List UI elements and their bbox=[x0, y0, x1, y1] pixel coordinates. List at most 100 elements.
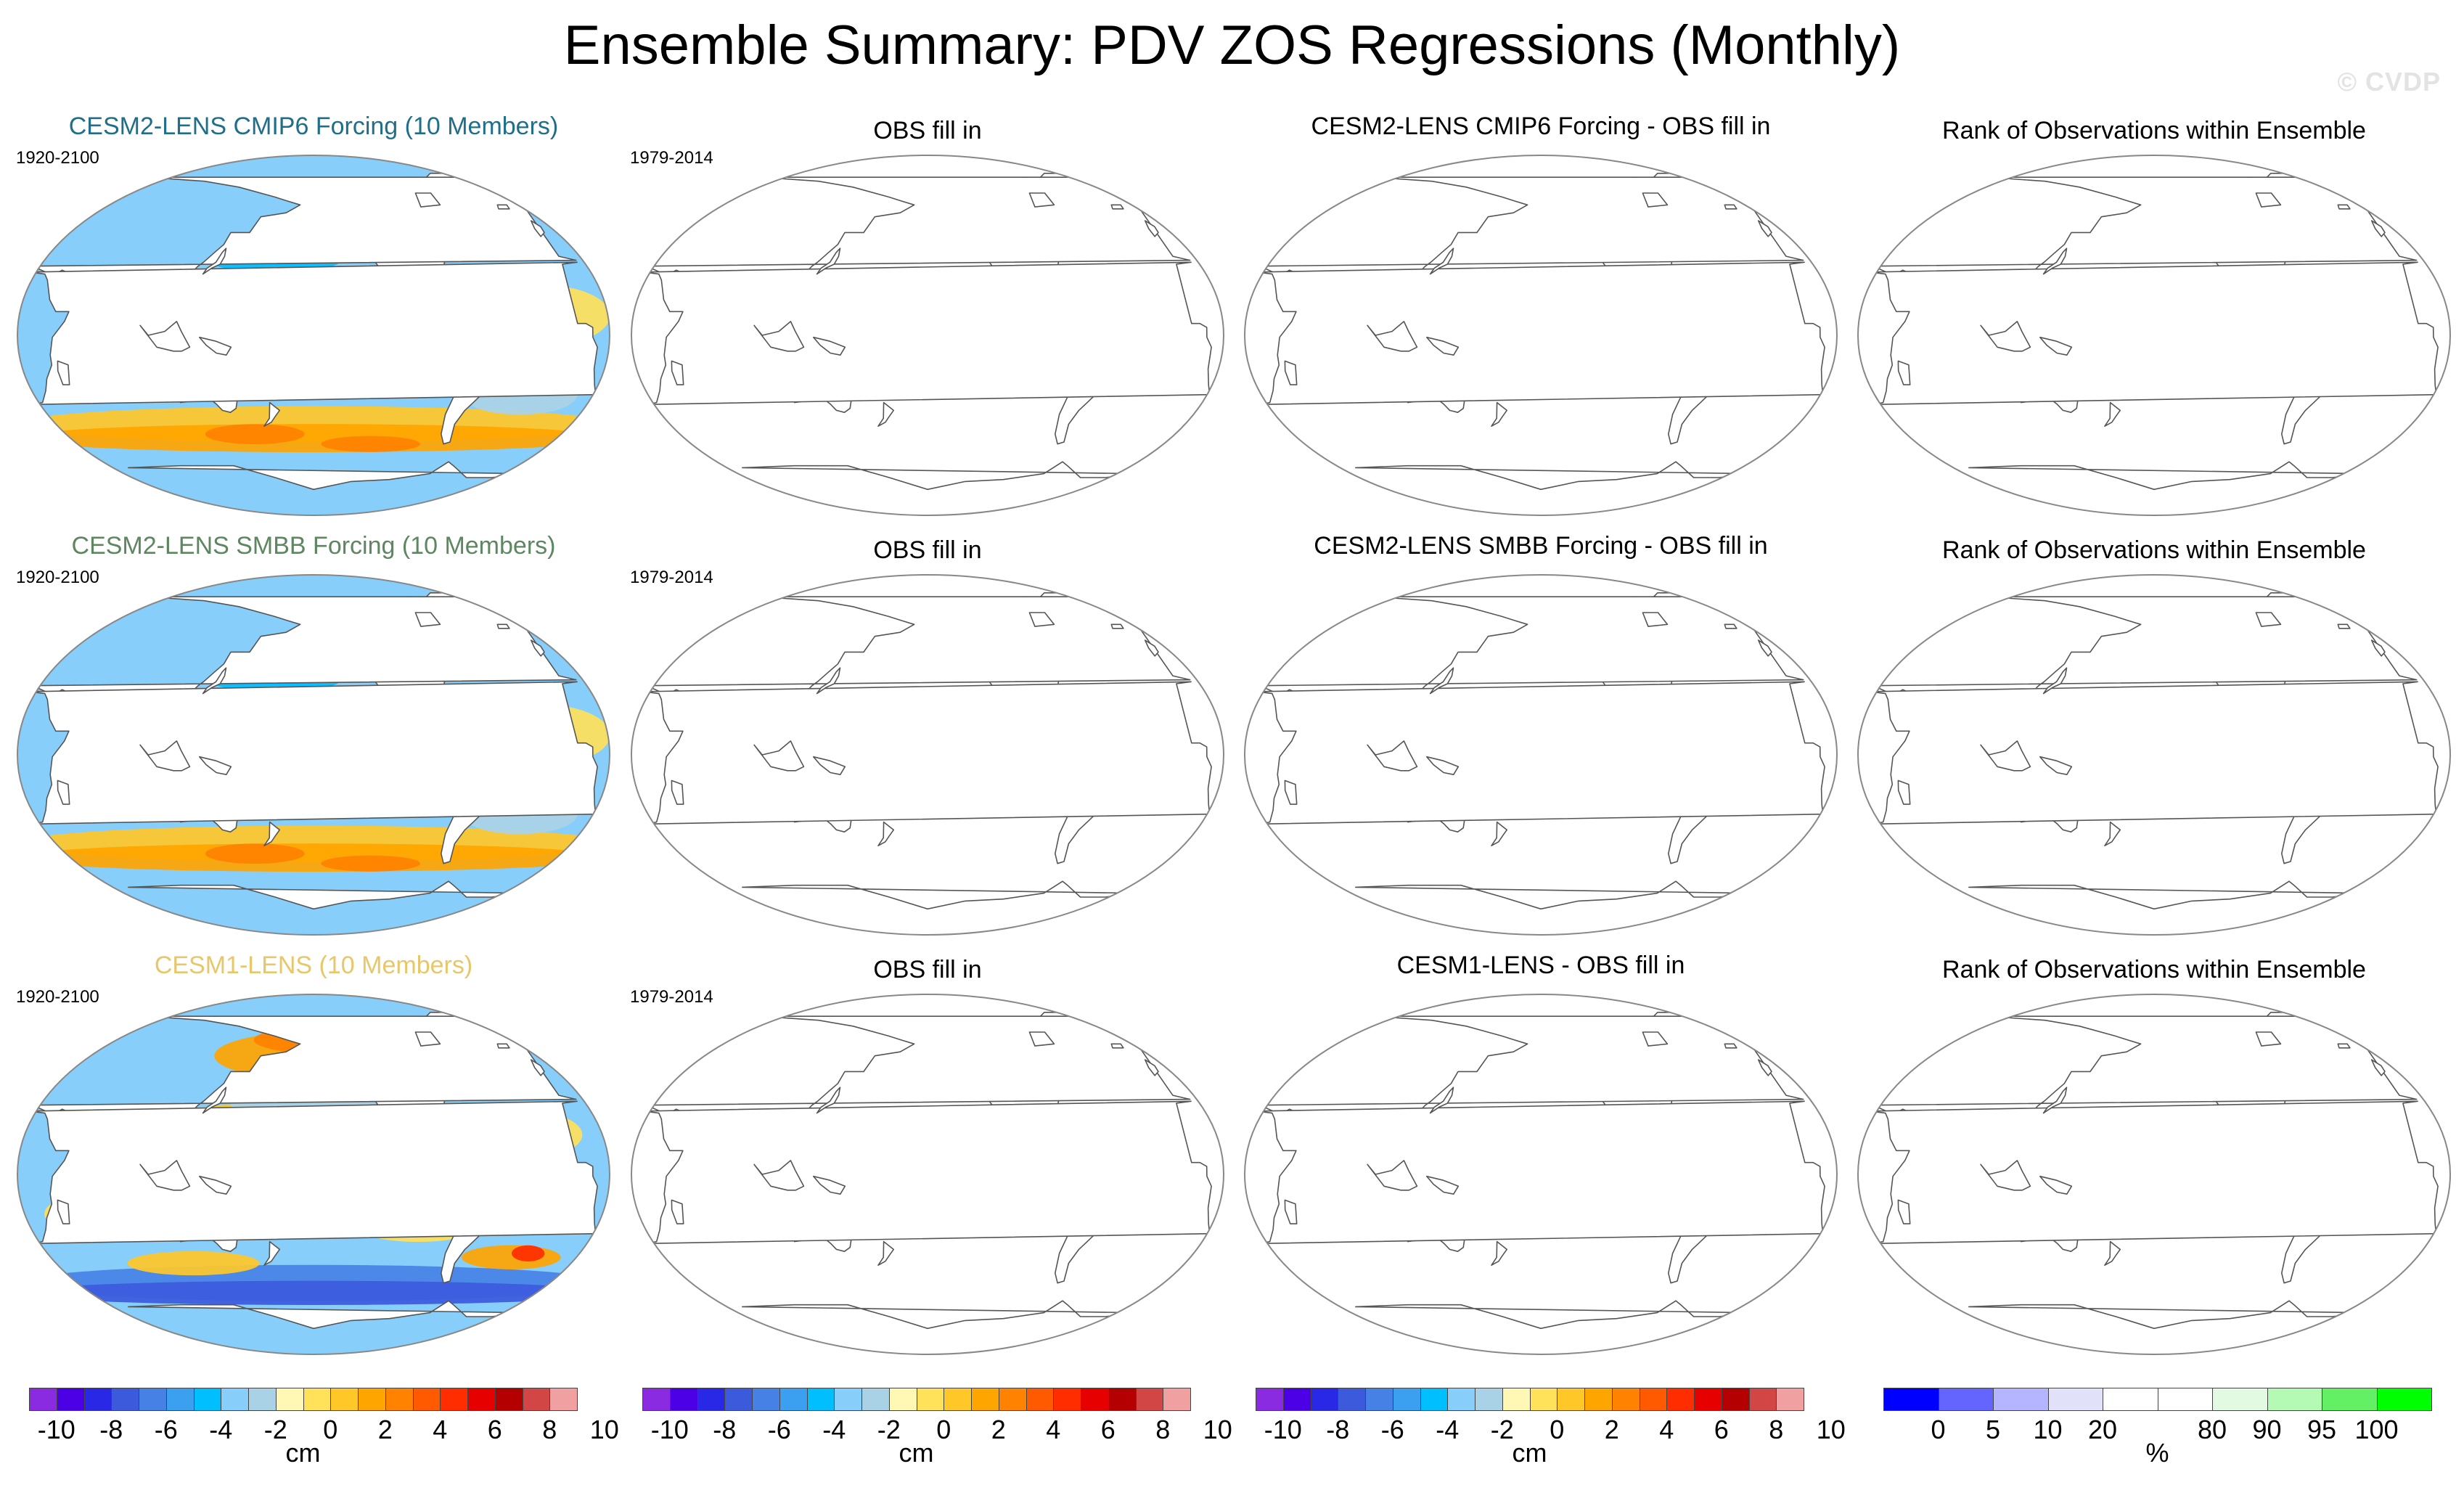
colorbar-swatch bbox=[1392, 1388, 1421, 1411]
map-panel-model: CESM2-LENS CMIP6 Forcing (10 Members) 192… bbox=[16, 112, 611, 517]
coastline-baffin bbox=[2255, 192, 2282, 208]
anomaly-contour bbox=[321, 855, 421, 872]
colorbar-tick-label: -2 bbox=[877, 1415, 901, 1444]
coastline-japan bbox=[2042, 1087, 2068, 1114]
colorbar-tick-label: -4 bbox=[822, 1415, 846, 1444]
world-map bbox=[631, 574, 1224, 936]
coastline-madagascar bbox=[1284, 360, 1298, 385]
map-border bbox=[17, 155, 610, 516]
coastline-africa bbox=[29, 261, 598, 406]
map-panel-diff: CESM1-LENS - OBS fill in bbox=[1243, 952, 1838, 1356]
coastline-iceland bbox=[496, 623, 510, 629]
colorbar-swatch bbox=[1721, 1388, 1750, 1411]
colorbar-units: cm bbox=[899, 1438, 934, 1468]
coastline-indonesia bbox=[753, 740, 805, 772]
map-panel-obs: OBS fill in 1979-2014 bbox=[630, 952, 1225, 1356]
colorbar-swatch bbox=[1108, 1388, 1137, 1411]
coastline-baffin bbox=[1642, 192, 1669, 208]
coastline-indonesia bbox=[753, 321, 805, 352]
coastline-japan bbox=[816, 1087, 841, 1114]
coastline-uk bbox=[1757, 1059, 1772, 1076]
coastline-madagascar bbox=[671, 780, 684, 805]
coastline-uk bbox=[530, 639, 545, 657]
coastline-indonesia bbox=[1980, 1160, 2031, 1191]
colorbar-tick-label: -10 bbox=[650, 1415, 689, 1444]
period-label: 1920-2100 bbox=[16, 987, 99, 1007]
map-panel-model: CESM2-LENS SMBB Forcing (10 Members) 1920… bbox=[16, 532, 611, 936]
coastline-baffin bbox=[1642, 612, 1669, 627]
panel-title: Rank of Observations within Ensemble bbox=[1942, 536, 2366, 564]
colorbar-tick-label: -2 bbox=[263, 1415, 287, 1444]
map-border bbox=[631, 994, 1224, 1355]
coastline-indonesia bbox=[1367, 321, 1418, 352]
coastline-baffin bbox=[2255, 1031, 2282, 1047]
colorbar-swatch bbox=[2267, 1388, 2322, 1411]
coastline-uk bbox=[530, 220, 545, 237]
colorbar: -10 -8 -6 -4 -2 0 2 4 6 8 10 cm bbox=[29, 1388, 619, 1468]
colorbar-tick-label: 4 bbox=[1046, 1415, 1061, 1444]
coastline-baffin bbox=[414, 1031, 441, 1047]
colorbar-swatch bbox=[303, 1388, 332, 1411]
coastline-madagascar bbox=[1897, 1199, 1911, 1224]
coastline-baffin bbox=[1028, 612, 1055, 627]
colorbar-swatch bbox=[440, 1388, 468, 1411]
colorbar-swatch bbox=[1502, 1388, 1531, 1411]
colorbar-swatch bbox=[83, 1388, 112, 1411]
colorbar-tick-label: 100 bbox=[2354, 1415, 2399, 1444]
coastline-africa bbox=[643, 681, 1212, 825]
colorbar-swatch bbox=[1163, 1388, 1191, 1411]
colorbar-tick-label: 0 bbox=[1550, 1415, 1565, 1444]
map-panel-rank: Rank of Observations within Ensemble bbox=[1857, 952, 2452, 1356]
colorbar-swatch bbox=[1883, 1388, 1939, 1411]
colorbar-swatch bbox=[1748, 1388, 1777, 1411]
panel-title: CESM1-LENS - OBS fill in bbox=[1396, 952, 1685, 979]
colorbar-swatch bbox=[1475, 1388, 1503, 1411]
coastline-uk bbox=[1144, 1059, 1159, 1076]
map-border bbox=[1244, 155, 1838, 516]
colorbar-swatch bbox=[275, 1388, 304, 1411]
anomaly-contour bbox=[321, 435, 421, 452]
colorbar-swatch bbox=[29, 1388, 57, 1411]
map-panel-rank: Rank of Observations within Ensemble bbox=[1857, 533, 2452, 936]
coastline-madagascar bbox=[1284, 780, 1298, 805]
map-panel-diff: CESM2-LENS SMBB Forcing - OBS fill in bbox=[1243, 532, 1838, 936]
coastline-indonesia bbox=[139, 321, 191, 352]
colorbar-tick-label: 5 bbox=[1985, 1415, 2001, 1444]
colorbar-units: cm bbox=[1512, 1438, 1547, 1468]
colorbar-swatch bbox=[1135, 1388, 1164, 1411]
coastline-newzealand bbox=[1491, 1240, 1507, 1266]
colorbar-tick-label: 2 bbox=[377, 1415, 393, 1444]
panel-title: Rank of Observations within Ensemble bbox=[1942, 117, 2366, 144]
colorbar-swatch bbox=[1081, 1388, 1109, 1411]
colorbar-swatch bbox=[971, 1388, 999, 1411]
coastline-newzealand bbox=[877, 821, 894, 846]
coastline-japan bbox=[816, 667, 841, 695]
coastline-newzealand bbox=[1491, 821, 1507, 846]
colorbar-tick-label: 10 bbox=[2033, 1415, 2063, 1444]
colorbar-swatch bbox=[2376, 1388, 2432, 1411]
coastline-uk bbox=[1144, 220, 1159, 237]
coastline-newzealand bbox=[263, 1240, 280, 1266]
coastline-indonesia bbox=[1367, 740, 1418, 772]
colorbar-swatch bbox=[1529, 1388, 1558, 1411]
world-map bbox=[1244, 574, 1838, 936]
coastline-africa bbox=[643, 261, 1212, 406]
colorbar-swatch bbox=[2047, 1388, 2103, 1411]
coastline-uk bbox=[2370, 220, 2386, 237]
world-map bbox=[17, 994, 610, 1355]
panel-title: OBS fill in bbox=[873, 536, 982, 564]
colorbar-swatch bbox=[1310, 1388, 1339, 1411]
period-label: 1920-2100 bbox=[16, 568, 99, 587]
colorbar-tick-label: 10 bbox=[589, 1415, 619, 1444]
coastline-uk bbox=[1144, 639, 1159, 657]
colorbar-tick-label: 20 bbox=[2087, 1415, 2118, 1444]
colorbar-swatch bbox=[193, 1388, 222, 1411]
coastline-indonesia bbox=[139, 1160, 191, 1191]
coastline-africa bbox=[1256, 1100, 1825, 1245]
colorbar-swatch bbox=[1938, 1388, 1994, 1411]
coastline-newzealand bbox=[1491, 401, 1507, 427]
anomaly-contour bbox=[205, 424, 305, 444]
coastline-newzealand bbox=[263, 821, 280, 846]
colorbar-swatch bbox=[888, 1388, 917, 1411]
world-map bbox=[1857, 994, 2451, 1355]
